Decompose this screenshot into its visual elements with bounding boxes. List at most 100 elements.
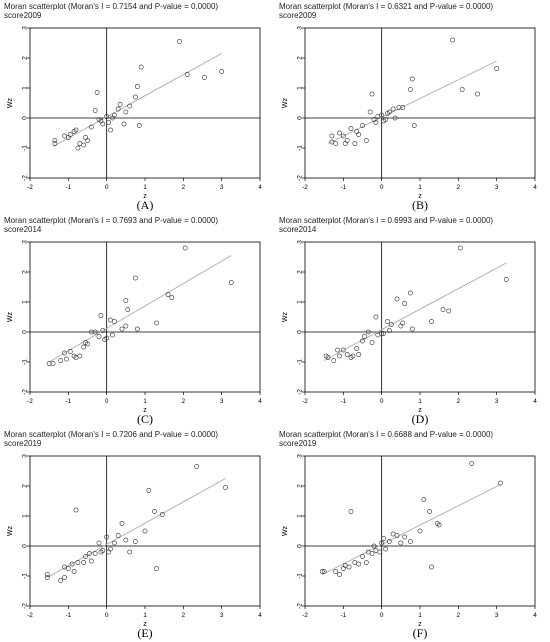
data-point <box>182 245 188 251</box>
plot-frame <box>304 27 536 179</box>
data-point <box>340 133 346 139</box>
x-tick-label: 3 <box>220 612 224 619</box>
data-point <box>398 540 404 546</box>
y-tick-label: -1 <box>296 145 303 151</box>
y-tick-label: 1 <box>296 514 303 518</box>
panel-label: (A) <box>137 198 154 212</box>
data-point <box>69 561 75 567</box>
data-point <box>325 355 331 360</box>
x-tick-label: 1 <box>418 398 422 405</box>
data-point <box>123 537 129 543</box>
data-point <box>111 540 117 546</box>
data-point <box>73 127 79 133</box>
data-point <box>159 512 165 517</box>
data-point <box>337 130 342 136</box>
data-point <box>123 298 129 303</box>
fit-line <box>327 60 497 144</box>
data-point <box>52 141 58 146</box>
data-point <box>408 539 413 544</box>
data-point <box>379 331 385 336</box>
chart-subtitle: score2014 <box>279 225 317 234</box>
y-tick-label: 3 <box>296 454 303 458</box>
y-axis-label: Wz <box>282 525 289 536</box>
y-tick-label: -2 <box>296 389 303 395</box>
x-tick-label: 1 <box>418 184 422 191</box>
x-tick-label: 4 <box>258 398 262 405</box>
data-point <box>337 353 342 359</box>
data-point <box>390 106 396 112</box>
y-tick-label: -1 <box>21 145 28 151</box>
data-point <box>119 326 125 332</box>
data-point <box>115 106 121 112</box>
y-axis-label: Wz <box>282 97 289 108</box>
data-point <box>142 528 148 534</box>
data-point <box>92 551 98 556</box>
data-point <box>381 331 386 336</box>
y-tick-label: -2 <box>21 389 28 395</box>
data-point <box>436 522 442 528</box>
data-point <box>133 539 138 544</box>
chart-subtitle: score2014 <box>4 225 42 234</box>
scatter-panel-4: Moran scatterplot (Moran's I = 0.6993 an… <box>279 216 537 426</box>
data-point <box>383 117 388 122</box>
y-tick-label: 2 <box>296 484 303 488</box>
data-point <box>62 350 67 356</box>
data-point <box>73 507 79 513</box>
y-tick-label: 0 <box>296 544 303 548</box>
data-point <box>67 349 73 354</box>
data-point <box>362 334 367 339</box>
y-tick-label: 3 <box>296 240 303 244</box>
panel-label: (B) <box>412 198 428 212</box>
plot-frame <box>304 455 536 607</box>
panel-label: (F) <box>413 626 428 640</box>
data-point <box>427 509 432 514</box>
data-point <box>87 551 92 556</box>
data-point <box>360 554 365 559</box>
data-point <box>133 275 138 281</box>
x-tick-label: 1 <box>143 184 147 191</box>
data-point <box>83 554 88 559</box>
data-point <box>154 566 159 571</box>
x-tick-label: 2 <box>457 612 461 619</box>
data-point <box>110 332 115 338</box>
data-point <box>62 575 67 580</box>
data-point <box>352 141 358 146</box>
x-tick-label: -1 <box>340 398 346 405</box>
x-tick-label: 4 <box>533 612 537 619</box>
x-tick-label: 4 <box>258 612 262 619</box>
data-point <box>369 340 375 345</box>
data-point <box>146 488 152 493</box>
data-point <box>373 120 379 125</box>
data-point <box>337 572 342 577</box>
data-point <box>360 338 365 344</box>
x-tick-label: -2 <box>27 184 33 191</box>
data-point <box>154 320 159 326</box>
data-point <box>177 39 182 44</box>
data-point <box>104 534 110 540</box>
data-point <box>392 115 398 121</box>
y-tick-label: -1 <box>296 573 303 579</box>
x-tick-label: 2 <box>457 398 461 405</box>
data-point <box>75 560 81 565</box>
x-tick-label: 1 <box>143 612 147 619</box>
data-point <box>409 76 415 82</box>
data-point <box>52 138 58 143</box>
data-point <box>223 485 228 490</box>
y-axis-label: Wz <box>7 97 14 108</box>
data-point <box>321 569 327 574</box>
data-point <box>388 322 394 327</box>
data-point <box>450 37 455 43</box>
data-point <box>356 132 362 137</box>
data-point <box>136 123 142 128</box>
data-point <box>498 480 503 486</box>
data-point <box>385 319 390 324</box>
data-point <box>348 126 354 131</box>
data-point <box>121 121 127 127</box>
panel-label: (D) <box>412 412 429 426</box>
data-point <box>440 307 446 312</box>
data-point <box>344 352 350 357</box>
data-point <box>123 109 129 115</box>
y-axis-label: Wz <box>282 311 289 322</box>
plot-frame <box>304 241 536 393</box>
